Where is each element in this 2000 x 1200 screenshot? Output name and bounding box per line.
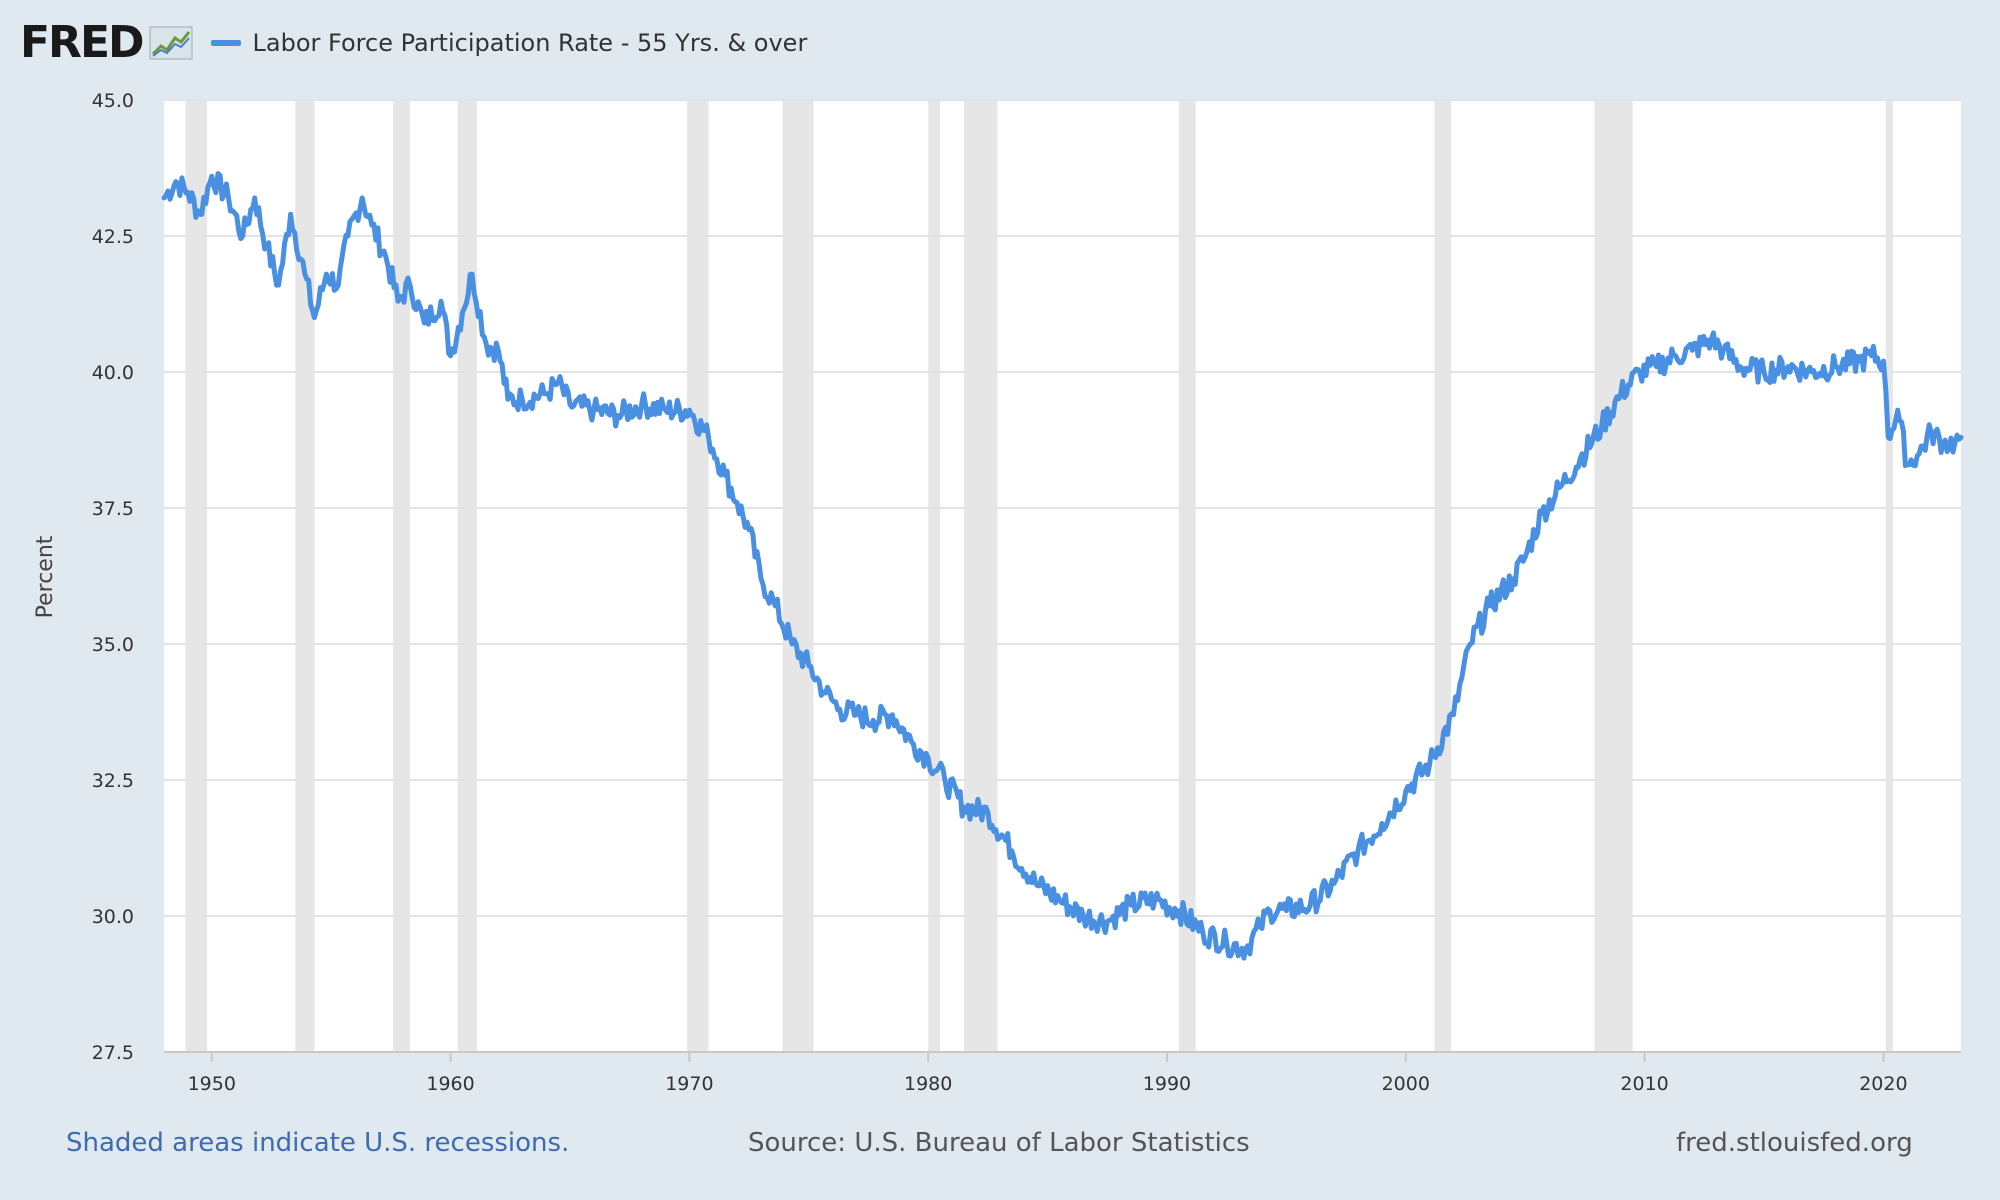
recession-band — [393, 100, 410, 1052]
plot-background — [164, 100, 1961, 1052]
recession-band — [1885, 100, 1893, 1052]
source-note: Source: U.S. Bureau of Labor Statistics — [748, 1128, 1250, 1158]
recession-band — [1434, 100, 1452, 1052]
y-tick-label: 27.5 — [92, 1042, 134, 1064]
y-tick-label: 42.5 — [92, 226, 134, 248]
y-tick-label: 40.0 — [92, 362, 134, 384]
recession-band — [963, 100, 998, 1052]
x-tick-label: 2020 — [1859, 1073, 1907, 1095]
fred-logo[interactable]: FRED — [20, 17, 145, 68]
y-tick-label: 45.0 — [92, 90, 134, 112]
x-tick-label: 1980 — [904, 1073, 952, 1095]
recession-band — [295, 100, 315, 1052]
y-tick-label: 35.0 — [92, 634, 134, 656]
recession-bands — [185, 100, 1893, 1052]
recession-band — [1178, 100, 1196, 1052]
x-tick-label: 2010 — [1620, 1073, 1668, 1095]
recession-band — [782, 100, 814, 1052]
y-tick-label: 37.5 — [92, 498, 134, 520]
recession-band — [185, 100, 207, 1052]
x-tick-label: 1960 — [426, 1073, 474, 1095]
recession-band — [1594, 100, 1633, 1052]
legend-label[interactable]: Labor Force Participation Rate - 55 Yrs.… — [252, 29, 808, 57]
x-tick-label: 1970 — [665, 1073, 713, 1095]
chart-header: FRED Labor Force Participation Rate - 55… — [20, 18, 807, 68]
x-tick-label: 1950 — [188, 1073, 236, 1095]
y-tick-label: 32.5 — [92, 770, 134, 792]
y-tick-labels: 27.5 30.0 32.5 35.0 37.5 40.0 42.5 45.0 — [92, 90, 134, 1064]
x-tick-labels: 1950 1960 1970 1980 1990 2000 2010 2020 — [188, 1052, 1908, 1095]
y-tick-label: 30.0 — [92, 906, 134, 928]
recession-band — [928, 100, 941, 1052]
recession-note[interactable]: Shaded areas indicate U.S. recessions. — [66, 1128, 570, 1158]
recession-band — [686, 100, 709, 1052]
x-tick-label: 2000 — [1382, 1073, 1430, 1095]
series-line[interactable] — [161, 171, 1964, 961]
legend-swatch — [210, 40, 241, 46]
trend-line-icon — [149, 26, 193, 60]
x-tick-label: 1990 — [1143, 1073, 1191, 1095]
y-axis-label: Percent — [33, 535, 58, 618]
recession-band — [457, 100, 477, 1052]
site-link[interactable]: fred.stlouisfed.org — [1676, 1128, 1913, 1158]
